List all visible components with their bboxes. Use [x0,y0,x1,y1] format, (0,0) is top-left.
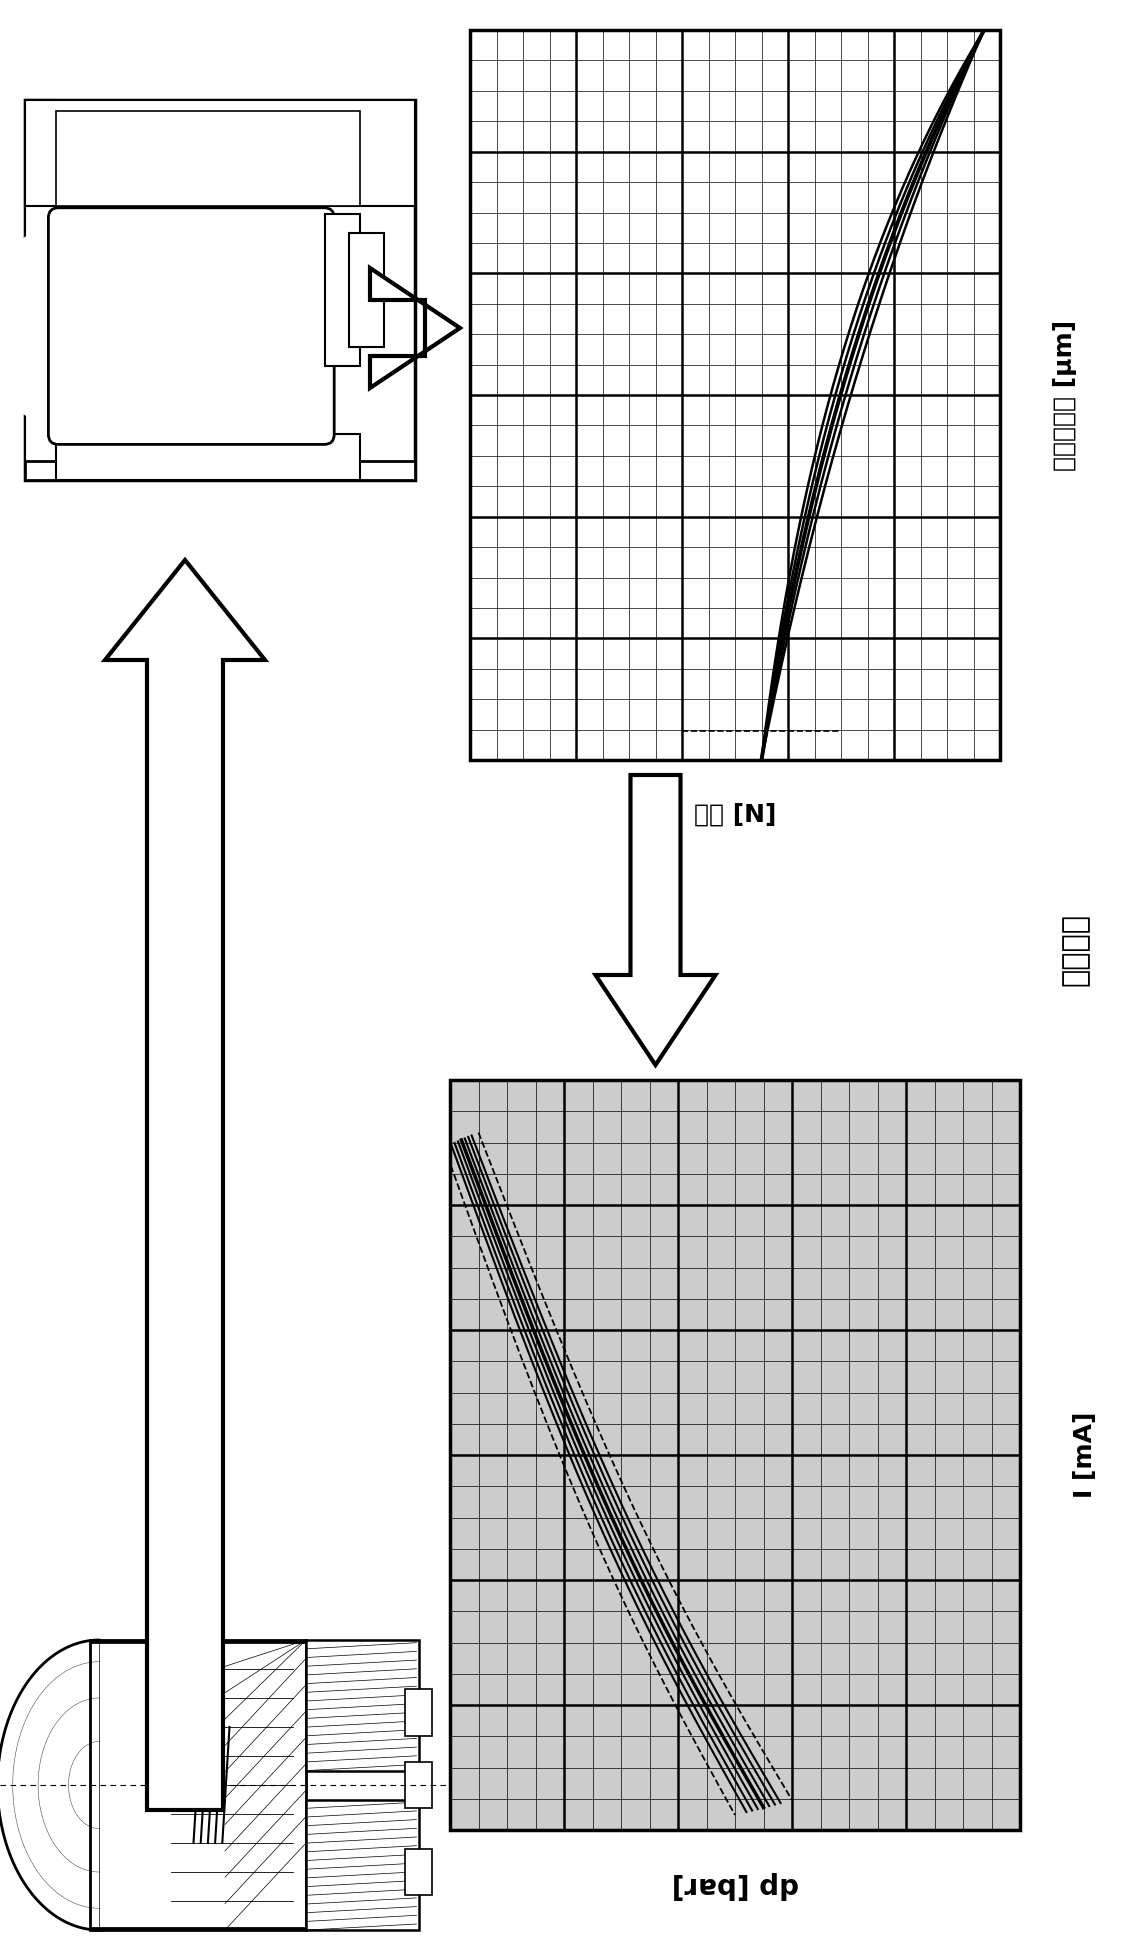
Bar [25,100,415,480]
Bar [25,461,415,480]
Bar [90,1642,306,1928]
Bar [325,215,360,365]
Text: dp [bar]: dp [bar] [672,1871,799,1898]
Bar [349,232,384,348]
FancyBboxPatch shape [48,207,334,445]
Bar [25,100,56,480]
Bar [470,29,1000,760]
Polygon shape [595,775,716,1064]
Polygon shape [105,561,266,1810]
Text: 保留的气隙 [μm]: 保留的气隙 [μm] [1053,320,1077,471]
Circle shape [0,219,195,434]
Bar [306,1799,418,1930]
Bar [405,1762,432,1808]
Bar [71,219,330,434]
Text: 弹力 [N]: 弹力 [N] [694,803,776,826]
Bar [56,434,360,480]
Bar [25,100,415,207]
Bar [405,1689,432,1736]
Text: 现有技术: 现有技术 [1061,914,1089,986]
Bar [306,1641,418,1771]
Text: I [mA]: I [mA] [1073,1412,1097,1498]
Polygon shape [370,268,460,389]
Bar [56,111,360,207]
Bar [405,1849,432,1894]
Bar [450,1080,1020,1830]
